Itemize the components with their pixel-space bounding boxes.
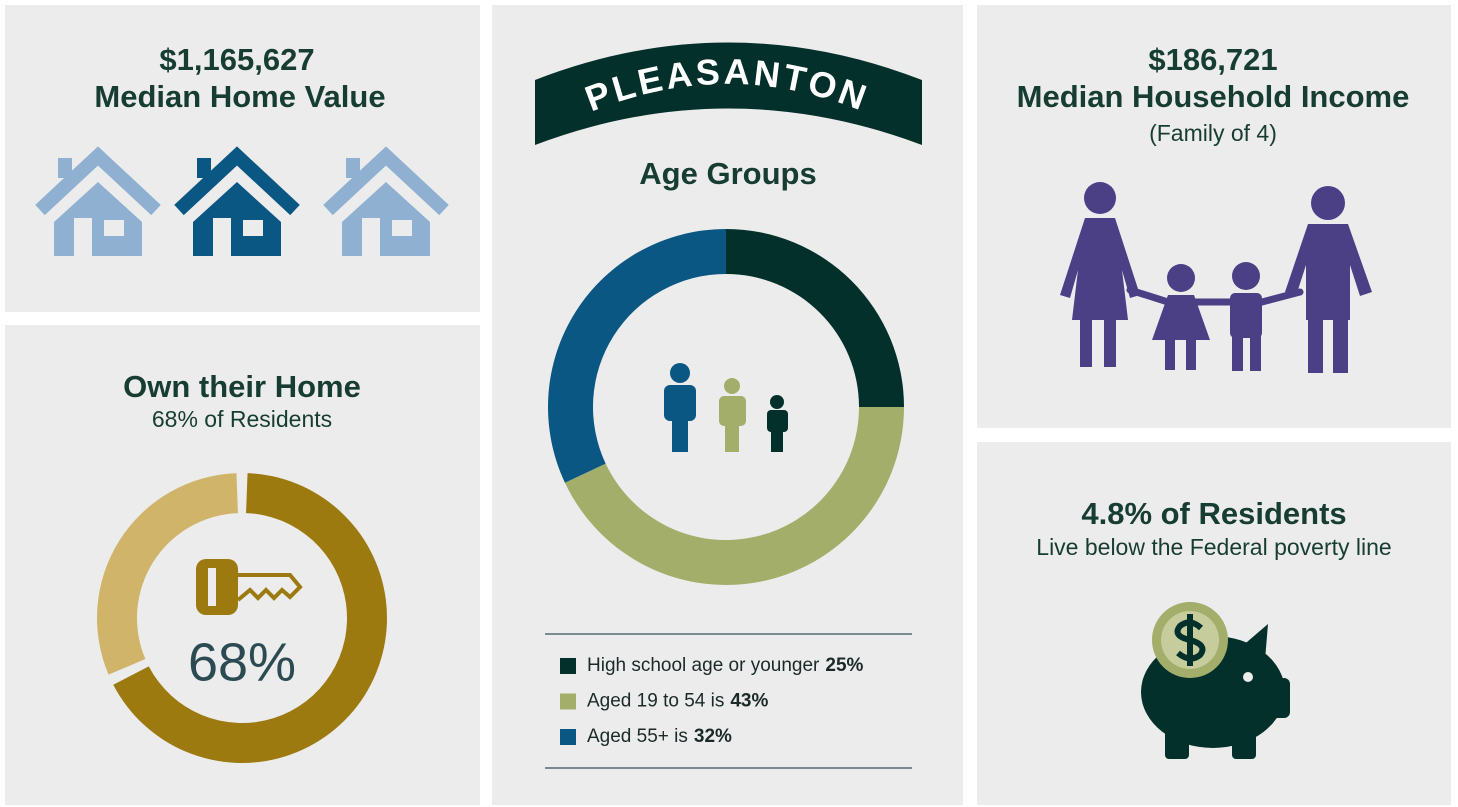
chart-title: Age Groups [639,156,816,191]
donut-center-label: 68% [188,632,296,692]
panel [977,5,1451,428]
legend-label: Aged 55+ is 32% [587,726,732,747]
chart-subtitle: 68% of Residents [152,406,332,432]
legend-value: 32% [694,726,732,747]
legend-category: High school age or younger [587,655,820,676]
legend-value: 25% [825,655,863,676]
houses [35,146,449,256]
donut [96,473,388,763]
legend-category: Aged 19 to 54 is [587,691,724,712]
income-note: (Family of 4) [1149,120,1277,146]
piggy-bank-icon [1141,602,1290,759]
legend-swatch [560,658,576,674]
home-value: $1,165,627 [159,42,314,77]
banner [535,42,922,145]
donut-segment [548,229,726,483]
family-icon [1060,182,1372,373]
income-label: Median Household Income [1017,79,1410,114]
donut-segment [113,473,388,763]
legend-label: High school age or younger 25% [587,655,864,676]
poverty-title: 4.8% of Residents [1081,496,1346,531]
home-value-label: Median Home Value [94,79,385,114]
donut [548,229,905,585]
donut-segment [96,473,238,675]
legend-swatch [560,693,576,710]
poverty-subtitle: Live below the Federal poverty line [1036,534,1391,560]
legend: High school age or younger 25% Aged 19 to … [560,655,864,747]
legend-label: Aged 19 to 54 is 43% [587,691,768,712]
key-icon [196,559,303,615]
chart-title: Own their Home [123,369,361,404]
donut-segment [726,229,904,407]
income-value: $186,721 [1148,42,1277,77]
people-icon [664,363,788,452]
legend-category: Aged 55+ is [587,726,688,747]
legend-value: 43% [730,691,768,712]
donut-segment [564,407,905,585]
legend-swatch [560,729,576,745]
